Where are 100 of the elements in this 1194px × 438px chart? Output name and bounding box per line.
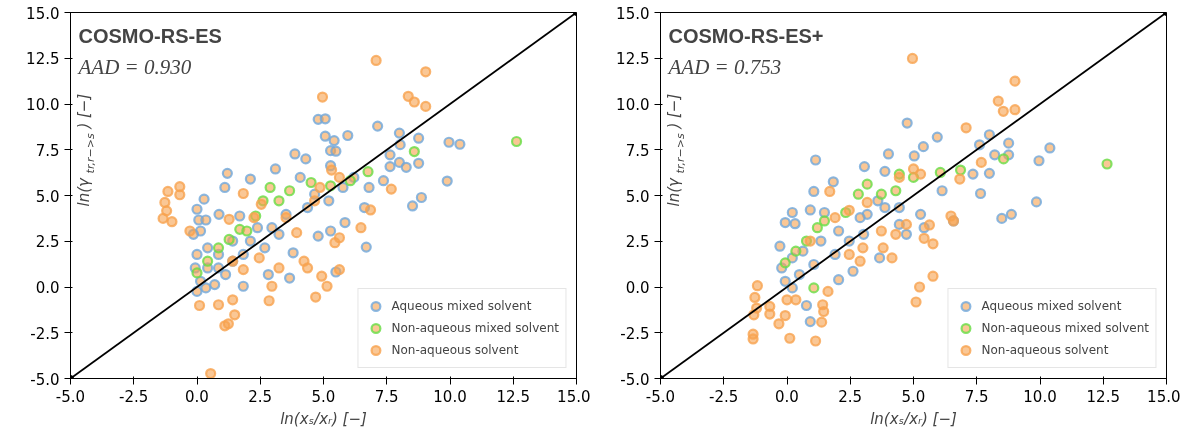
- point: [875, 225, 887, 237]
- x-axis-title: ln(xₛ/xᵣ) [−]: [280, 409, 367, 428]
- point: [890, 185, 902, 197]
- point: [974, 187, 987, 200]
- point: [227, 294, 239, 306]
- point: [992, 95, 1004, 107]
- point: [237, 264, 249, 276]
- point: [833, 225, 845, 237]
- point: [790, 245, 802, 257]
- point: [908, 150, 920, 162]
- legend-label: Aqueous mixed solvent: [391, 299, 532, 313]
- x-tick-label: -5.0: [55, 387, 86, 406]
- x-tick-label: 0.0: [185, 387, 209, 406]
- point: [804, 235, 816, 247]
- y-tick-label: 7.5: [625, 141, 650, 160]
- point: [333, 264, 346, 276]
- point: [364, 204, 377, 216]
- point: [298, 255, 310, 267]
- point: [816, 316, 828, 328]
- point: [749, 291, 761, 304]
- point: [800, 299, 813, 312]
- point: [408, 96, 420, 108]
- point: [931, 131, 943, 143]
- point: [1005, 208, 1018, 220]
- point: [237, 187, 249, 200]
- point: [408, 145, 420, 158]
- annotation: COSMO-RS-ES+: [668, 24, 824, 47]
- point: [779, 257, 791, 269]
- y-axis-title: ln(γtr,r−>s) [−]: [664, 93, 687, 207]
- point: [983, 129, 995, 141]
- point: [997, 105, 1009, 117]
- annotation: AAD = 0.930: [76, 54, 192, 79]
- x-tick-label: 5.0: [901, 387, 926, 406]
- point: [1009, 75, 1021, 87]
- point: [900, 228, 913, 240]
- point: [784, 332, 796, 344]
- point: [886, 252, 898, 264]
- point: [960, 122, 972, 134]
- x-tick-label: 7.5: [374, 387, 399, 406]
- point: [875, 188, 887, 200]
- point: [811, 222, 823, 234]
- point: [774, 240, 786, 252]
- point: [983, 167, 995, 179]
- point: [927, 238, 939, 250]
- point: [229, 309, 241, 321]
- point: [804, 204, 816, 216]
- point: [901, 117, 913, 129]
- point: [266, 280, 278, 292]
- point: [316, 91, 329, 103]
- point: [890, 228, 902, 240]
- point: [355, 222, 367, 234]
- point: [223, 213, 235, 225]
- point: [1033, 155, 1045, 167]
- point: [967, 168, 979, 180]
- point: [914, 168, 927, 180]
- x-tick-label: 15.0: [1147, 387, 1181, 406]
- point: [879, 165, 891, 177]
- point: [747, 333, 759, 345]
- point: [861, 178, 873, 190]
- point: [882, 148, 895, 160]
- point: [751, 280, 763, 292]
- y-tick-label: -5.0: [620, 370, 650, 389]
- y-tick-label: -2.5: [620, 324, 650, 343]
- point: [162, 185, 174, 198]
- x-tick-label: 15.0: [557, 387, 591, 406]
- point: [989, 149, 1001, 161]
- annotation: COSMO-RS-ES: [78, 24, 222, 47]
- point: [789, 218, 801, 230]
- point: [773, 318, 785, 330]
- point: [854, 255, 866, 267]
- point: [157, 212, 169, 224]
- point: [779, 216, 791, 229]
- point: [861, 196, 873, 209]
- point: [996, 212, 1008, 224]
- point: [975, 156, 987, 168]
- point: [808, 185, 820, 198]
- point: [1003, 137, 1015, 149]
- point: [917, 141, 929, 153]
- point: [857, 242, 869, 254]
- point: [362, 166, 374, 178]
- point: [809, 154, 822, 166]
- y-tick-label: 5.0: [35, 187, 60, 206]
- point: [910, 296, 922, 308]
- point: [329, 237, 341, 249]
- point: [913, 281, 926, 293]
- point: [927, 270, 939, 282]
- y-tick-label: 0.0: [625, 279, 650, 297]
- point: [420, 66, 432, 78]
- y-tick-label: 2.5: [35, 233, 60, 252]
- point: [1044, 142, 1056, 154]
- point: [936, 185, 948, 197]
- point: [291, 227, 303, 239]
- y-tick-label: 5.0: [625, 187, 650, 206]
- point: [212, 242, 225, 254]
- point: [314, 181, 326, 194]
- point: [166, 216, 178, 228]
- legend-label: Non-aqueous mixed solvent: [981, 321, 1149, 335]
- point: [310, 291, 322, 303]
- point: [174, 189, 186, 201]
- x-tick-label: -2.5: [709, 387, 739, 406]
